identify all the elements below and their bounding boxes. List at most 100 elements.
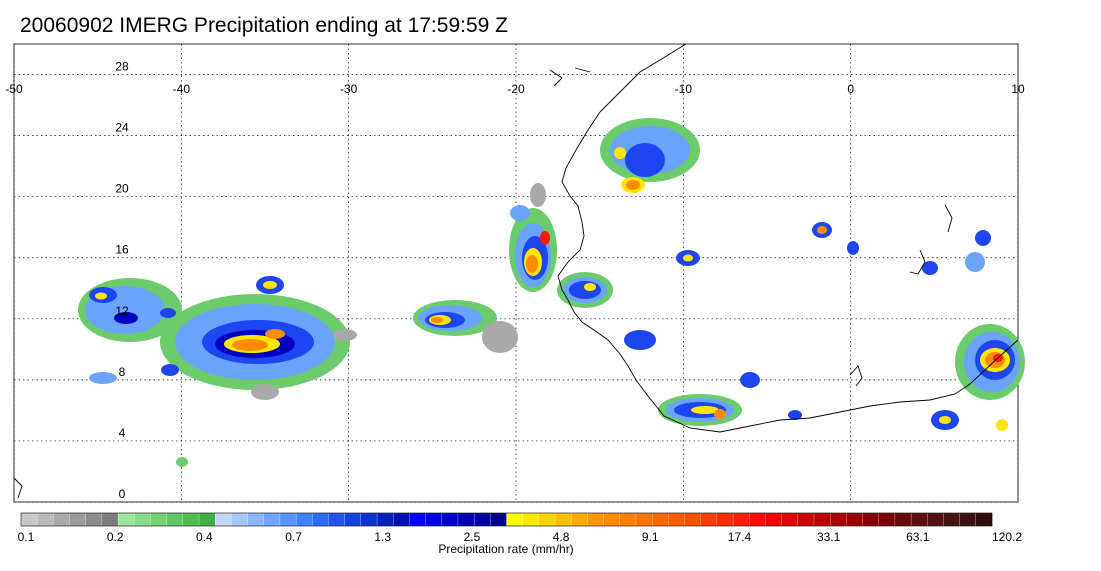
lon-tick-label: 10	[1011, 82, 1025, 96]
colorbar-cell	[975, 512, 993, 527]
lat-tick-label: 12	[115, 304, 129, 318]
colorbar-cell	[910, 512, 928, 527]
colorbar-cell	[53, 512, 70, 527]
colorbar-cell	[263, 512, 281, 527]
colorbar-tick: 17.4	[728, 530, 752, 544]
colorbar-cell	[797, 512, 815, 527]
colorbar-cell	[716, 512, 734, 527]
colorbar-cell	[668, 512, 685, 527]
colorbar-cell	[85, 512, 103, 527]
lat-tick-label: 0	[119, 487, 126, 501]
colorbar-tick: 2.5	[464, 530, 481, 544]
colorbar-cell	[328, 512, 346, 527]
colorbar-cell	[619, 512, 637, 527]
colorbar-cell	[554, 512, 572, 527]
colorbar-tick: 0.1	[18, 530, 35, 544]
colorbar-tick: 0.4	[196, 530, 213, 544]
colorbar-cell	[215, 512, 232, 527]
colorbar	[20, 512, 993, 527]
colorbar-cell	[862, 512, 880, 527]
colorbar-cell	[20, 512, 38, 527]
colorbar-cell	[376, 512, 394, 527]
colorbar-cell	[749, 512, 766, 527]
lon-tick-label: -30	[340, 82, 358, 96]
colorbar-cell	[279, 512, 297, 527]
precipitation-field	[78, 118, 1025, 467]
colorbar-cell	[652, 512, 669, 527]
storm-system-senegal	[557, 272, 613, 308]
colorbar-frame	[20, 512, 993, 527]
lat-tick-label: 16	[115, 243, 129, 257]
colorbar-tick-labels: 0.1 0.2 0.4 0.7 1.3 2.5 4.8 9.1 17.4 33.1 63.1 120.…	[18, 530, 1023, 544]
colorbar-tick: 4.8	[553, 530, 570, 544]
colorbar-tick: 120.2	[992, 530, 1022, 544]
lon-tick-label: -20	[507, 82, 525, 96]
colorbar-cell	[781, 512, 799, 527]
lat-tick-label: 8	[119, 365, 126, 379]
lon-tick-label: -50	[5, 82, 23, 96]
colorbar-cell	[732, 512, 750, 527]
colorbar-cell	[684, 512, 702, 527]
colorbar-cell	[522, 512, 540, 527]
lon-tick-label: -10	[675, 82, 693, 96]
colorbar-cell	[441, 512, 459, 527]
lon-tick-label: -40	[173, 82, 191, 96]
lon-tick-label: 0	[847, 82, 854, 96]
colorbar-cell	[344, 512, 362, 527]
colorbar-cell	[813, 512, 831, 527]
colorbar-tick: 0.7	[285, 530, 302, 544]
colorbar-cell	[360, 512, 378, 527]
colorbar-tick: 1.3	[374, 530, 391, 544]
colorbar-tick: 33.1	[817, 530, 841, 544]
colorbar-cell	[635, 512, 653, 527]
colorbar-cell	[830, 512, 847, 527]
colorbar-cell	[117, 512, 135, 527]
colorbar-cell	[150, 512, 168, 527]
colorbar-cell	[846, 512, 863, 527]
colorbar-cell	[765, 512, 783, 527]
storm-system-mid	[333, 300, 518, 353]
colorbar-cell	[571, 512, 588, 527]
colorbar-tick: 0.2	[107, 530, 124, 544]
lat-tick-label: 20	[115, 182, 129, 196]
colorbar-cell	[894, 512, 912, 527]
colorbar-cell	[878, 512, 896, 527]
storm-system-north	[600, 118, 700, 193]
colorbar-cell	[134, 512, 151, 527]
lat-tick-label: 4	[119, 426, 126, 440]
colorbar-cell	[473, 512, 491, 527]
colorbar-cell	[409, 512, 427, 527]
colorbar-cell	[37, 512, 54, 527]
lat-tick-label: 24	[115, 121, 129, 135]
colorbar-cell	[69, 512, 87, 527]
storm-system-west	[78, 278, 188, 467]
axis-tick-labels: -50 -40 -30 -20 -10 0 10 28 24 20 16 12 8 4 0	[5, 60, 1025, 501]
colorbar-cell	[538, 512, 556, 527]
colorbar-cell	[943, 512, 961, 527]
colorbar-tick: 63.1	[906, 530, 930, 544]
colorbar-cell	[166, 512, 184, 527]
storm-system-guinea-coast	[624, 250, 742, 426]
colorbar-cell	[927, 512, 944, 527]
lat-tick-label: 28	[115, 60, 129, 74]
colorbar-cell	[959, 512, 977, 527]
coastline	[13, 43, 1019, 499]
colorbar-cell	[393, 512, 410, 527]
chart-title: 20060902 IMERG Precipitation ending at 1…	[20, 14, 508, 37]
colorbar-cell	[603, 512, 621, 527]
colorbar-cell	[101, 512, 119, 527]
colorbar-label: Precipitation rate (mm/hr)	[438, 542, 573, 556]
colorbar-cell	[312, 512, 329, 527]
colorbar-cell	[587, 512, 605, 527]
storm-system-coast	[509, 183, 557, 292]
colorbar-cell	[247, 512, 265, 527]
colorbar-cell	[295, 512, 313, 527]
storm-system-central-atlantic	[160, 276, 350, 400]
colorbar-cell	[457, 512, 475, 527]
colorbar-cell	[506, 512, 524, 527]
colorbar-tick: 9.1	[642, 530, 659, 544]
colorbar-cell	[231, 512, 249, 527]
colorbar-cell	[700, 512, 718, 527]
colorbar-cell	[182, 512, 200, 527]
